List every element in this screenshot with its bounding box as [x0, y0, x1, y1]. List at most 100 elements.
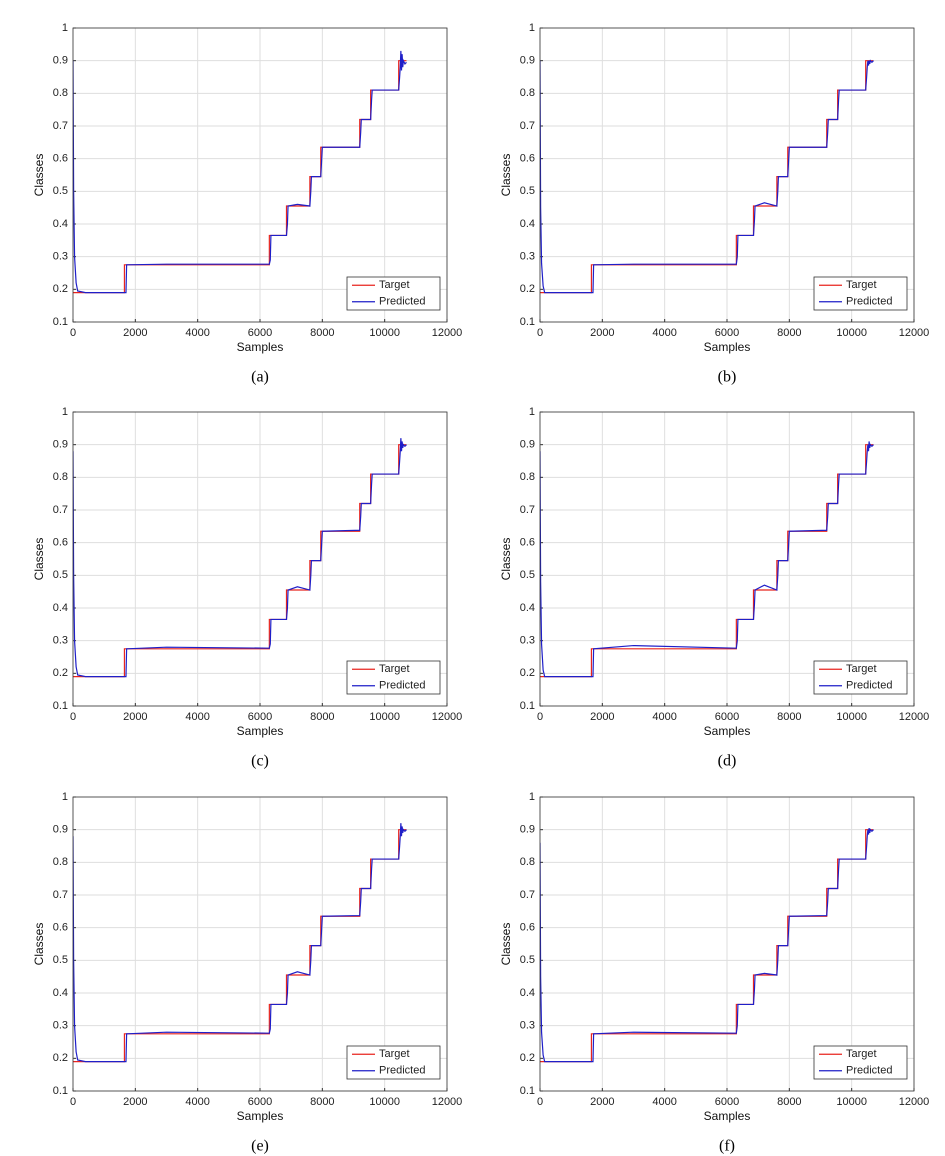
- x-tick-label: 0: [70, 711, 76, 723]
- x-tick-label: 12000: [899, 327, 930, 339]
- y-tick-label: 0.7: [520, 120, 535, 132]
- y-tick-label: 0.4: [520, 218, 535, 230]
- x-tick-label: 0: [537, 327, 543, 339]
- series-group: [73, 50, 407, 294]
- y-tick-label: 0.3: [520, 251, 535, 263]
- x-tick-label: 12000: [432, 327, 463, 339]
- legend-label: Predicted: [379, 296, 425, 308]
- y-tick-label: 1: [62, 406, 68, 418]
- y-tick-label: 0.9: [520, 439, 535, 451]
- legend-label: Target: [379, 279, 410, 291]
- x-tick-label: 6000: [715, 327, 739, 339]
- y-tick-label: 0.5: [520, 954, 535, 966]
- y-tick-label: 0.5: [53, 185, 68, 197]
- y-tick-label: 0.9: [53, 439, 68, 451]
- x-tick-label: 6000: [248, 711, 272, 723]
- y-tick-label: 0.4: [53, 218, 68, 230]
- x-tick-label: 8000: [310, 711, 334, 723]
- line-series: [540, 59, 874, 294]
- subplot: 0.1 0.2 0.3 0.4 0.5 0.6 0.7 0.8 0.9 1 0 2000 4000 600…: [499, 406, 929, 770]
- caption: (e): [251, 1138, 269, 1155]
- y-tick-label: 0.9: [53, 55, 68, 67]
- x-tick-label: 8000: [310, 1096, 334, 1108]
- y-tick-label: 0.1: [520, 1085, 535, 1097]
- y-tick-label: 0.5: [520, 569, 535, 581]
- x-axis-label: Samples: [237, 1109, 284, 1123]
- series-group: [73, 438, 407, 678]
- line-series: [73, 438, 407, 678]
- y-tick-label: 0.2: [53, 1052, 68, 1064]
- y-tick-label: 0.8: [53, 856, 68, 868]
- y-tick-label: 0.3: [520, 635, 535, 647]
- y-tick-label: 0.6: [53, 537, 68, 549]
- y-axis-label: Classes: [32, 923, 46, 966]
- x-tick-label: 2000: [590, 1096, 614, 1108]
- legend-label: Predicted: [846, 680, 892, 692]
- legend-label: Predicted: [379, 1065, 425, 1077]
- y-tick-label: 0.7: [53, 504, 68, 516]
- x-tick-label: 4000: [652, 1096, 676, 1108]
- legend-box: [346, 1045, 441, 1080]
- x-axis-label: Samples: [237, 724, 284, 738]
- y-tick-label: 0.8: [520, 87, 535, 99]
- y-tick-label: 1: [529, 22, 535, 34]
- x-tick-label: 10000: [369, 1096, 400, 1108]
- series-group: [540, 59, 874, 294]
- y-tick-label: 0.2: [520, 1052, 535, 1064]
- subplot: 0.1 0.2 0.3 0.4 0.5 0.6 0.7 0.8 0.9 1 0 2000 4000 600…: [32, 22, 462, 386]
- subplot: 0.1 0.2 0.3 0.4 0.5 0.6 0.7 0.8 0.9 1 0 2000 4000 600…: [32, 406, 462, 770]
- y-tick-label: 0.1: [53, 316, 68, 328]
- y-tick-label: 0.9: [520, 824, 535, 836]
- x-tick-label: 4000: [185, 711, 209, 723]
- x-tick-label: 6000: [715, 711, 739, 723]
- y-tick-label: 1: [62, 791, 68, 803]
- y-axis-label: Classes: [32, 154, 46, 197]
- y-axis-label: Classes: [499, 154, 513, 197]
- series-group: [540, 827, 874, 1063]
- caption: (a): [251, 369, 269, 386]
- y-tick-label: 0.4: [53, 602, 68, 614]
- axes-box: [539, 411, 915, 707]
- x-tick-label: 2000: [123, 711, 147, 723]
- y-tick-label: 0.5: [53, 954, 68, 966]
- caption: (f): [719, 1138, 735, 1155]
- y-tick-label: 0.6: [520, 922, 535, 934]
- legend-label: Target: [379, 663, 410, 675]
- x-tick-label: 4000: [185, 327, 209, 339]
- x-tick-label: 12000: [432, 711, 463, 723]
- legend-label: Target: [379, 1048, 410, 1060]
- line-series: [540, 827, 874, 1063]
- y-tick-label: 0.7: [53, 120, 68, 132]
- x-tick-label: 10000: [369, 327, 400, 339]
- y-tick-label: 0.3: [520, 1020, 535, 1032]
- y-tick-label: 1: [529, 406, 535, 418]
- y-tick-label: 0.1: [520, 700, 535, 712]
- y-tick-label: 0.3: [53, 635, 68, 647]
- y-axis-label: Classes: [499, 923, 513, 966]
- y-tick-label: 0.7: [520, 889, 535, 901]
- line-series: [540, 441, 874, 678]
- legend-box: [346, 660, 441, 695]
- x-tick-label: 0: [537, 711, 543, 723]
- x-tick-label: 2000: [590, 327, 614, 339]
- y-tick-label: 0.2: [53, 667, 68, 679]
- series-group: [540, 441, 874, 678]
- line-series: [73, 823, 407, 1063]
- axes-box: [539, 27, 915, 323]
- subplot: 0.1 0.2 0.3 0.4 0.5 0.6 0.7 0.8 0.9 1 0 2000 4000 600…: [499, 791, 929, 1155]
- x-tick-label: 2000: [123, 1096, 147, 1108]
- x-tick-label: 8000: [777, 327, 801, 339]
- legend-box: [346, 276, 441, 311]
- y-tick-label: 0.2: [53, 283, 68, 295]
- y-tick-label: 0.5: [53, 569, 68, 581]
- x-tick-label: 12000: [899, 711, 930, 723]
- x-tick-label: 10000: [836, 327, 867, 339]
- y-tick-label: 0.7: [53, 889, 68, 901]
- y-tick-label: 0.6: [520, 537, 535, 549]
- y-tick-label: 0.2: [520, 667, 535, 679]
- y-tick-label: 0.9: [53, 824, 68, 836]
- line-series: [73, 50, 407, 294]
- x-tick-label: 4000: [185, 1096, 209, 1108]
